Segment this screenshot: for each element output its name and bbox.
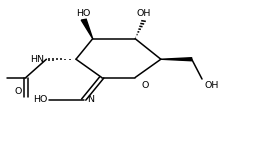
Text: HO: HO — [33, 95, 48, 104]
Text: N: N — [87, 95, 94, 104]
Text: HN: HN — [30, 55, 44, 64]
Text: O: O — [142, 81, 149, 90]
Text: O: O — [15, 87, 22, 96]
Polygon shape — [161, 58, 192, 61]
Polygon shape — [81, 19, 93, 39]
Text: OH: OH — [137, 9, 151, 18]
Text: HO: HO — [76, 9, 91, 18]
Text: OH: OH — [205, 81, 219, 90]
